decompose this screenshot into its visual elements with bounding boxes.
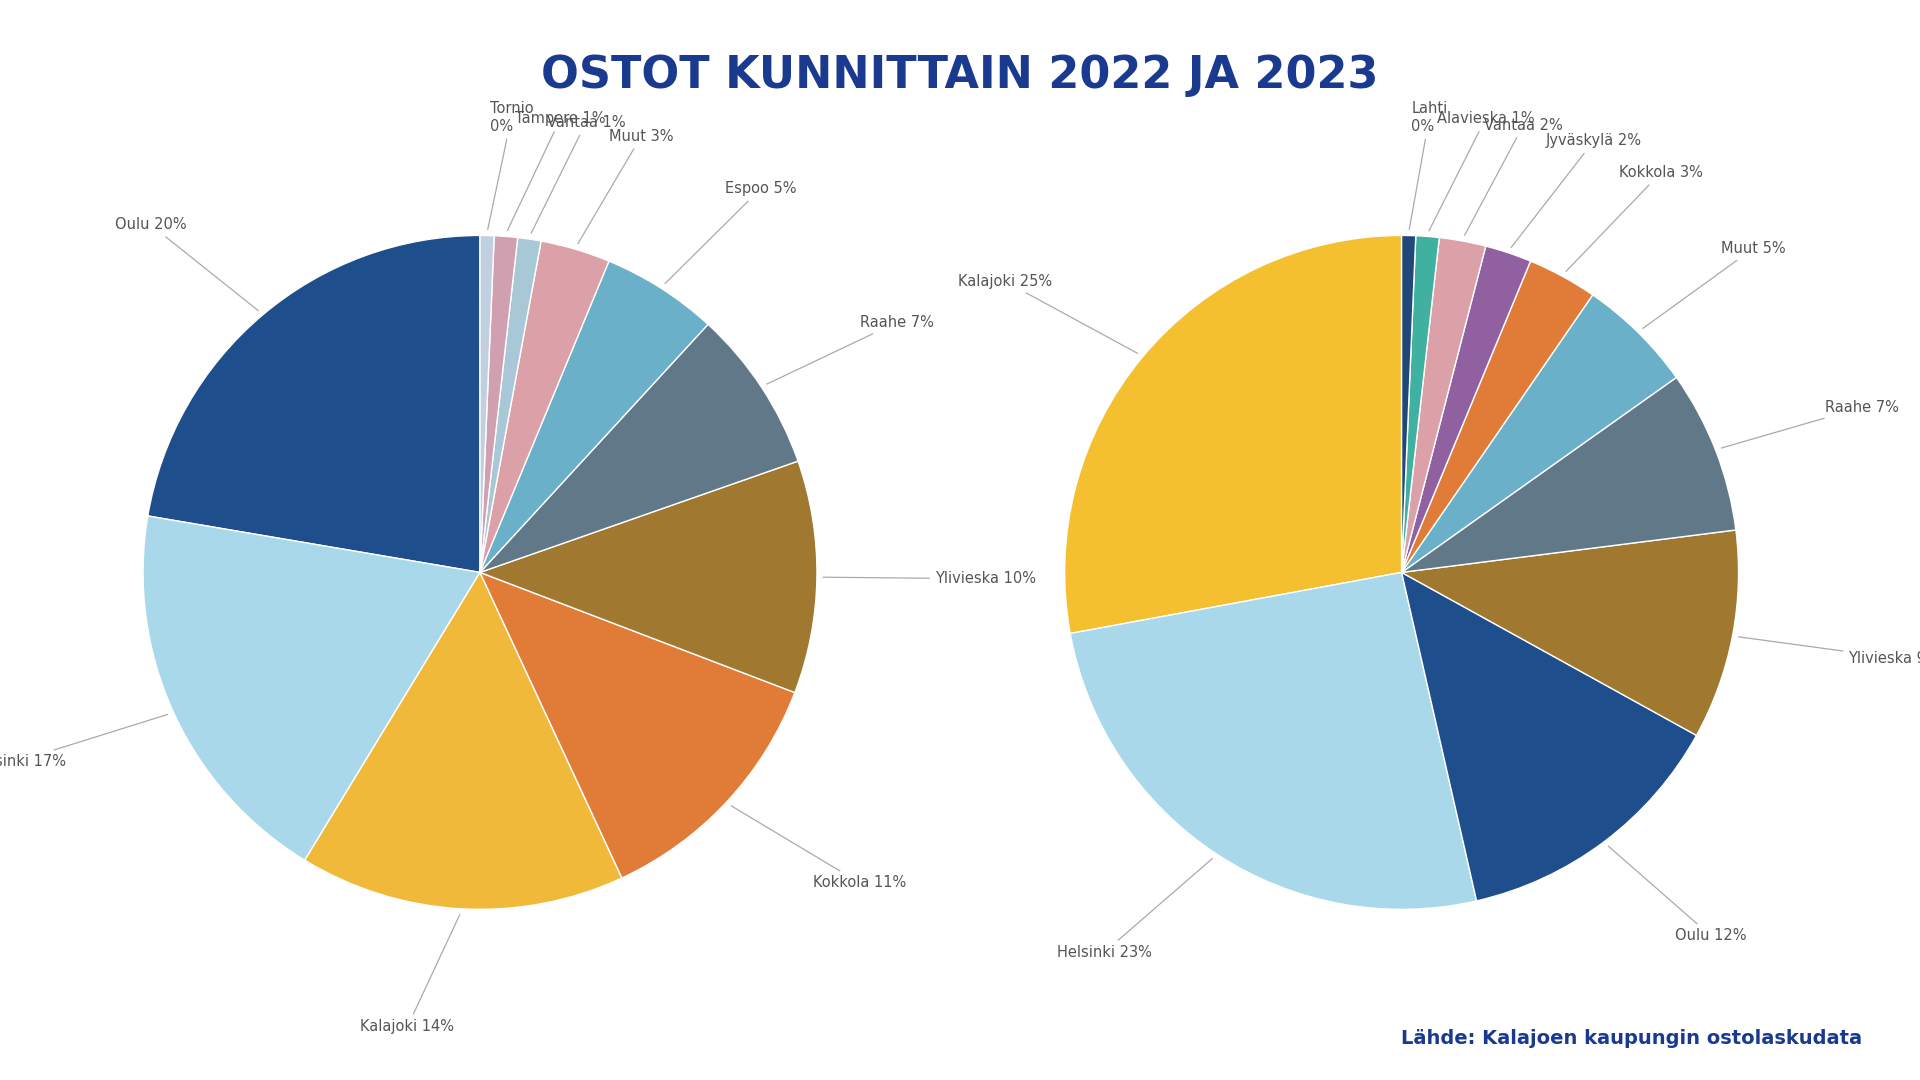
- Text: Kalajoki 14%: Kalajoki 14%: [361, 915, 459, 1034]
- Wedge shape: [1402, 377, 1736, 572]
- Text: Oulu 12%: Oulu 12%: [1609, 846, 1747, 943]
- Text: Tornio
0%: Tornio 0%: [488, 102, 534, 229]
- Wedge shape: [480, 572, 795, 878]
- Wedge shape: [305, 572, 622, 909]
- Text: Raahe 7%: Raahe 7%: [766, 315, 933, 384]
- Wedge shape: [480, 324, 799, 572]
- Wedge shape: [1402, 235, 1415, 572]
- Text: Jyväskylä 2%: Jyväskylä 2%: [1511, 134, 1642, 247]
- Text: Kokkola 3%: Kokkola 3%: [1567, 165, 1703, 271]
- Text: Muut 5%: Muut 5%: [1644, 241, 1786, 328]
- Wedge shape: [480, 238, 541, 572]
- Text: Ylivieska 10%: Ylivieska 10%: [824, 571, 1037, 586]
- Text: Raahe 7%: Raahe 7%: [1722, 400, 1899, 448]
- Text: Espoo 5%: Espoo 5%: [664, 181, 797, 284]
- Wedge shape: [480, 241, 609, 572]
- Wedge shape: [1066, 235, 1402, 634]
- Text: Alavieska 1%: Alavieska 1%: [1428, 111, 1534, 231]
- Wedge shape: [1402, 238, 1486, 572]
- Wedge shape: [1402, 530, 1738, 735]
- Text: Helsinki 23%: Helsinki 23%: [1056, 859, 1212, 960]
- Wedge shape: [480, 235, 493, 572]
- Wedge shape: [1402, 572, 1697, 901]
- Wedge shape: [1402, 295, 1676, 572]
- Text: Helsinki 17%: Helsinki 17%: [0, 714, 167, 769]
- Wedge shape: [480, 461, 816, 692]
- Text: Vantaa 1%: Vantaa 1%: [532, 114, 626, 233]
- Text: Ylivieska 9%: Ylivieska 9%: [1740, 637, 1920, 665]
- Text: Lahti
0%: Lahti 0%: [1409, 102, 1448, 229]
- Text: Lähde: Kalajoen kaupungin ostolaskudata: Lähde: Kalajoen kaupungin ostolaskudata: [1402, 1028, 1862, 1048]
- Text: Vantaa 2%: Vantaa 2%: [1465, 118, 1563, 235]
- Wedge shape: [1402, 261, 1594, 572]
- Wedge shape: [148, 235, 480, 572]
- Wedge shape: [1402, 246, 1530, 572]
- Wedge shape: [144, 516, 480, 860]
- Text: Kokkola 11%: Kokkola 11%: [732, 806, 906, 890]
- Wedge shape: [1069, 572, 1476, 909]
- Wedge shape: [480, 235, 518, 572]
- Text: Tampere 1%: Tampere 1%: [507, 111, 605, 230]
- Text: Oulu 20%: Oulu 20%: [115, 217, 259, 311]
- Wedge shape: [1402, 235, 1440, 572]
- Text: Kalajoki 25%: Kalajoki 25%: [958, 274, 1139, 353]
- Text: OSTOT KUNNITTAIN 2022 JA 2023: OSTOT KUNNITTAIN 2022 JA 2023: [541, 54, 1379, 97]
- Text: Muut 3%: Muut 3%: [578, 129, 674, 244]
- Wedge shape: [480, 261, 708, 572]
